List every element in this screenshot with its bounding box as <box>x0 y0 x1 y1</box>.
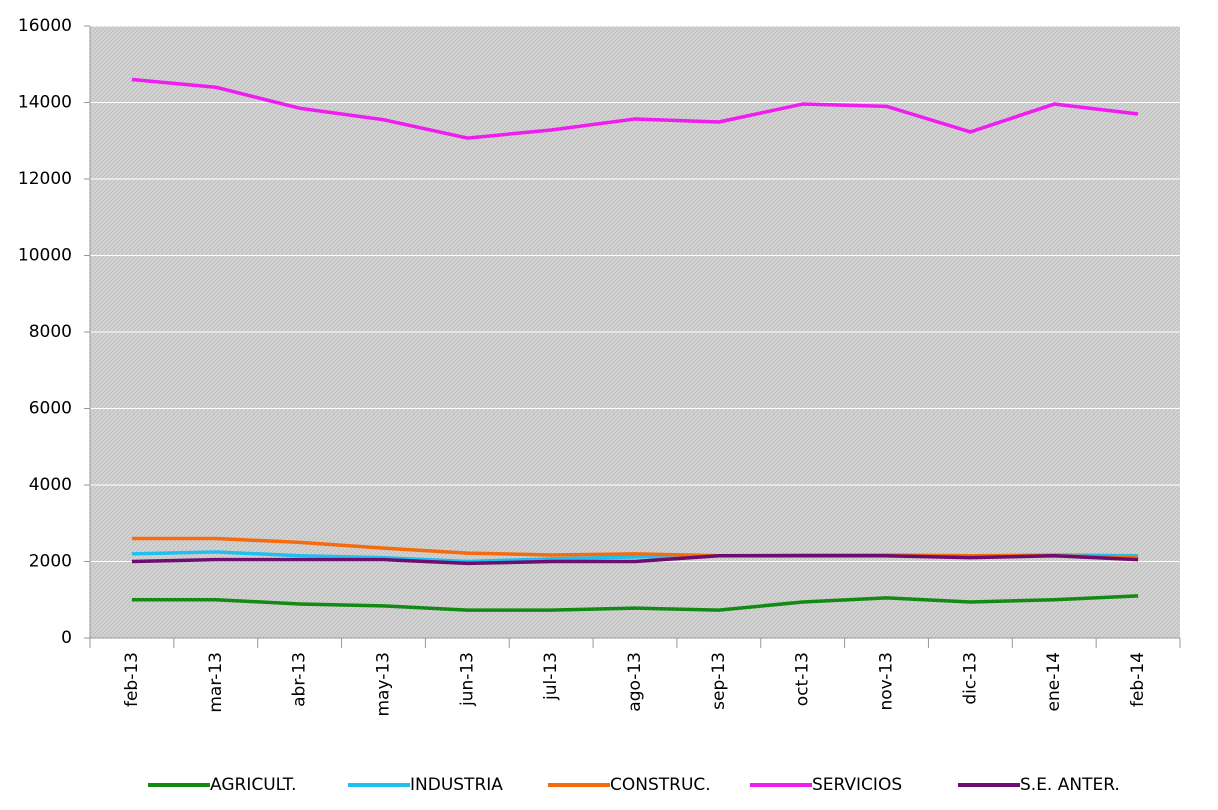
x-tick-label: may-13 <box>373 652 393 717</box>
x-tick-label: ene-14 <box>1044 652 1064 711</box>
legend-label: INDUSTRIA <box>410 775 503 795</box>
y-tick-label: 4000 <box>29 475 72 495</box>
series-line <box>131 536 1139 560</box>
x-tick-label: dic-13 <box>960 652 980 705</box>
x-tick-label: oct-13 <box>793 652 813 706</box>
y-tick-label: 2000 <box>29 552 72 572</box>
x-tick-label: jun-13 <box>457 652 477 707</box>
x-tick-label: feb-13 <box>122 652 142 707</box>
legend-label: S.E. ANTER. <box>1020 775 1120 795</box>
x-tick-label: jul-13 <box>541 652 561 701</box>
legend-label: AGRICULT. <box>210 775 297 795</box>
series-line <box>131 554 1139 566</box>
y-tick-label: 0 <box>61 628 72 648</box>
series-line <box>131 77 1139 140</box>
x-tick-label: mar-13 <box>206 652 226 713</box>
y-tick-label: 10000 <box>18 246 72 266</box>
x-tick-label: feb-14 <box>1128 652 1148 707</box>
series-line <box>131 594 1139 612</box>
y-tick-label: 16000 <box>18 16 72 36</box>
x-tick-label: sep-13 <box>709 652 729 710</box>
legend-label: SERVICIOS <box>812 775 902 795</box>
x-tick-label: nov-13 <box>877 652 897 711</box>
y-tick-label: 8000 <box>29 322 72 342</box>
x-tick-label: abr-13 <box>290 652 310 707</box>
y-tick-label: 14000 <box>18 93 72 113</box>
y-tick-label: 6000 <box>29 399 72 419</box>
legend-label: CONSTRUC. <box>610 775 711 795</box>
y-tick-label: 12000 <box>18 169 72 189</box>
x-tick-label: ago-13 <box>625 652 645 712</box>
